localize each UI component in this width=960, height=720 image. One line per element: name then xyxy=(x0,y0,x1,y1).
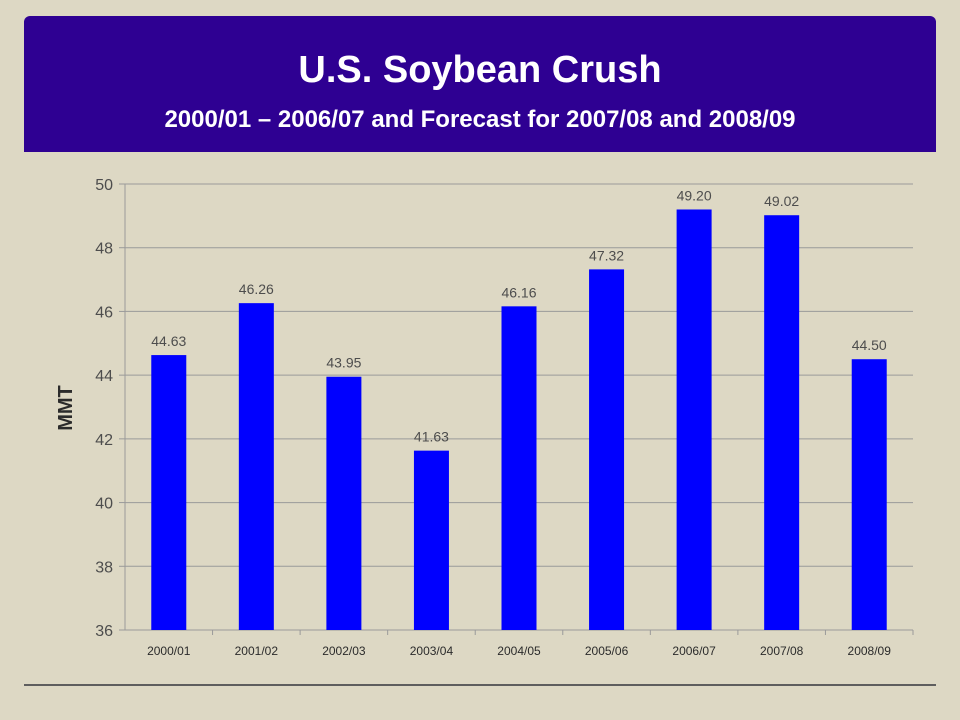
bar xyxy=(501,306,537,630)
x-tick-label: 2008/09 xyxy=(848,644,892,658)
data-label: 49.02 xyxy=(764,193,799,209)
bar xyxy=(326,376,362,630)
data-labels: 44.63 46.26 43.95 41.63 46.16 47.32 49.20 49.02… xyxy=(151,187,887,444)
x-tick-label: 2007/08 xyxy=(760,644,804,658)
bar xyxy=(589,269,625,630)
x-tick-label: 2000/01 xyxy=(147,644,191,658)
x-tick-label: 2003/04 xyxy=(410,644,454,658)
data-label: 44.50 xyxy=(852,337,887,353)
x-tick-label: 2005/06 xyxy=(585,644,629,658)
bars xyxy=(151,209,887,630)
slide-title: U.S. Soybean Crush xyxy=(298,49,662,91)
bar xyxy=(676,209,712,630)
x-tick-label: 2002/03 xyxy=(322,644,366,658)
data-label: 49.20 xyxy=(677,187,712,203)
y-tick-label: 38 xyxy=(95,559,113,576)
bar xyxy=(151,355,187,630)
slide-subtitle: 2000/01 – 2006/07 and Forecast for 2007/… xyxy=(164,106,796,133)
data-label: 46.16 xyxy=(501,284,536,300)
bar xyxy=(851,359,887,630)
bar xyxy=(238,303,274,630)
data-label: 47.32 xyxy=(589,247,624,263)
y-tick-label: 36 xyxy=(95,623,113,640)
x-tick-label: 2004/05 xyxy=(497,644,541,658)
footer-divider xyxy=(24,684,936,686)
y-axis-label: MMT xyxy=(55,385,77,431)
x-axis-ticks: 2000/01 2001/02 2002/03 2003/04 2004/05 2005/… xyxy=(147,630,914,658)
y-tick-label: 48 xyxy=(95,241,113,258)
data-label: 44.63 xyxy=(151,333,186,349)
y-tick-label: 40 xyxy=(95,496,113,513)
y-axis-ticks: 36 38 40 42 44 46 48 50 xyxy=(95,177,125,640)
y-tick-label: 42 xyxy=(95,432,113,449)
title-banner: U.S. Soybean Crush 2000/01 – 2006/07 and… xyxy=(24,16,936,152)
y-tick-label: 44 xyxy=(95,368,113,385)
bar xyxy=(413,450,449,630)
x-tick-label: 2001/02 xyxy=(235,644,279,658)
x-tick-label: 2006/07 xyxy=(672,644,716,658)
bar xyxy=(764,215,800,630)
data-label: 46.26 xyxy=(239,281,274,297)
data-label: 41.63 xyxy=(414,429,449,445)
y-tick-label: 50 xyxy=(95,177,113,194)
data-label: 43.95 xyxy=(326,355,361,371)
y-tick-label: 46 xyxy=(95,304,113,321)
